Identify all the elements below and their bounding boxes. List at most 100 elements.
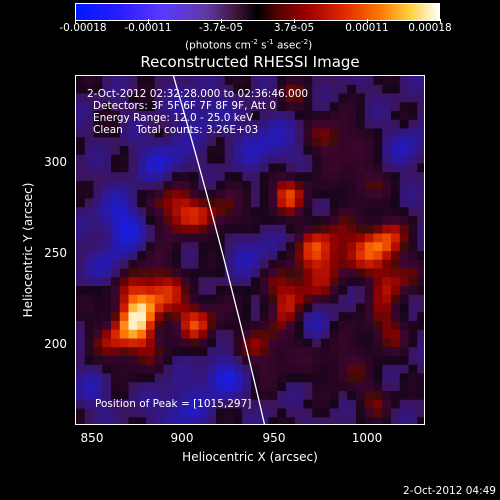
heatmap-cell bbox=[111, 259, 121, 269]
heatmap-cell bbox=[294, 356, 304, 366]
heatmap-cell bbox=[76, 329, 86, 339]
heatmap-cell bbox=[181, 251, 191, 261]
heatmap-cell bbox=[137, 347, 147, 357]
heatmap-cell bbox=[312, 154, 322, 164]
heatmap-cell bbox=[216, 224, 226, 234]
heatmap-cell bbox=[347, 356, 357, 366]
heatmap-cell bbox=[154, 268, 164, 278]
heatmap-cell bbox=[242, 382, 252, 392]
heatmap-cell bbox=[329, 128, 339, 138]
heatmap-cell bbox=[286, 216, 296, 226]
heatmap-cell bbox=[338, 181, 348, 191]
heatmap-cell bbox=[128, 373, 138, 383]
heatmap-cell bbox=[216, 399, 226, 409]
heatmap-cell bbox=[224, 286, 234, 296]
heatmap-cell bbox=[259, 417, 269, 424]
heatmap-cell bbox=[399, 338, 409, 348]
heatmap-cell bbox=[364, 338, 374, 348]
heatmap-cell bbox=[242, 364, 252, 374]
heatmap-cell bbox=[137, 242, 147, 252]
heatmap-cell bbox=[312, 303, 322, 313]
heatmap-cell bbox=[172, 128, 182, 138]
heatmap-cell bbox=[146, 321, 156, 331]
heatmap-cell bbox=[242, 294, 252, 304]
heatmap-cell bbox=[347, 111, 357, 121]
heatmap-cell bbox=[119, 364, 129, 374]
heatmap-cell bbox=[321, 364, 331, 374]
heatmap-cell bbox=[373, 294, 383, 304]
heatmap-cell bbox=[347, 146, 357, 156]
heatmap-cell bbox=[146, 137, 156, 147]
heatmap-cell bbox=[111, 312, 121, 322]
heatmap-cell bbox=[224, 251, 234, 261]
heatmap-cell bbox=[417, 417, 424, 424]
heatmap-cell bbox=[111, 391, 121, 401]
heatmap-cell bbox=[224, 268, 234, 278]
heatmap-cell bbox=[146, 207, 156, 217]
heatmap-cell bbox=[102, 408, 112, 418]
heatmap-cell bbox=[303, 408, 313, 418]
heatmap-cell bbox=[163, 373, 173, 383]
heatmap-cell bbox=[146, 119, 156, 129]
heatmap-cell bbox=[181, 277, 191, 287]
heatmap-cell bbox=[321, 417, 331, 424]
heatmap-cell bbox=[102, 286, 112, 296]
heatmap-cell bbox=[417, 233, 424, 243]
heatmap-cell bbox=[382, 119, 392, 129]
heatmap-cell bbox=[224, 373, 234, 383]
heatmap-cell bbox=[198, 163, 208, 173]
heatmap-cell bbox=[154, 207, 164, 217]
heatmap-cell bbox=[154, 251, 164, 261]
heatmap-cell bbox=[172, 154, 182, 164]
heatmap-cell bbox=[382, 347, 392, 357]
heatmap-cell bbox=[312, 312, 322, 322]
heatmap-cell bbox=[172, 417, 182, 424]
heatmap-cell bbox=[329, 364, 339, 374]
heatmap-cell bbox=[391, 163, 401, 173]
heatmap-cell bbox=[391, 233, 401, 243]
heatmap-cell bbox=[181, 224, 191, 234]
heatmap-cell bbox=[76, 146, 86, 156]
heatmap-cell bbox=[268, 294, 278, 304]
heatmap-cell bbox=[347, 399, 357, 409]
heatmap-cell bbox=[286, 224, 296, 234]
heatmap-cell bbox=[356, 312, 366, 322]
heatmap-cell bbox=[93, 172, 103, 182]
heatmap-cell bbox=[312, 329, 322, 339]
heatmap-cell bbox=[259, 198, 269, 208]
heatmap-cell bbox=[408, 338, 418, 348]
heatmap-cell bbox=[93, 321, 103, 331]
x-tick-label: 1000 bbox=[351, 431, 383, 445]
heatmap-cell bbox=[356, 181, 366, 191]
heatmap-cell bbox=[399, 224, 409, 234]
heatmap-cell bbox=[93, 338, 103, 348]
heatmap-cell bbox=[84, 268, 94, 278]
heatmap-cell bbox=[76, 259, 86, 269]
heatmap-cell bbox=[93, 119, 103, 129]
heatmap-cell bbox=[198, 391, 208, 401]
heatmap-cell bbox=[391, 338, 401, 348]
heatmap-cell bbox=[119, 216, 129, 226]
heatmap-cell bbox=[181, 111, 191, 121]
heatmap-cell bbox=[119, 399, 129, 409]
heatmap-cell bbox=[251, 251, 261, 261]
heatmap-cell bbox=[233, 364, 243, 374]
heatmap-cell bbox=[216, 294, 226, 304]
heatmap-cell bbox=[303, 137, 313, 147]
heatmap-cell bbox=[268, 373, 278, 383]
heatmap-cell bbox=[268, 146, 278, 156]
heatmap-cell bbox=[391, 417, 401, 424]
heatmap-cell bbox=[294, 373, 304, 383]
heatmap-cell bbox=[224, 119, 234, 129]
heatmap-cell bbox=[137, 303, 147, 313]
heatmap-cell bbox=[224, 207, 234, 217]
heatmap-cell bbox=[198, 373, 208, 383]
heatmap-cell bbox=[347, 207, 357, 217]
heatmap-cell bbox=[111, 303, 121, 313]
heatmap-cell bbox=[207, 189, 217, 199]
heatmap-cell bbox=[364, 119, 374, 129]
heatmap-cell bbox=[198, 329, 208, 339]
heatmap-cell bbox=[207, 391, 217, 401]
heatmap-cell bbox=[338, 259, 348, 269]
heatmap-cell bbox=[146, 391, 156, 401]
